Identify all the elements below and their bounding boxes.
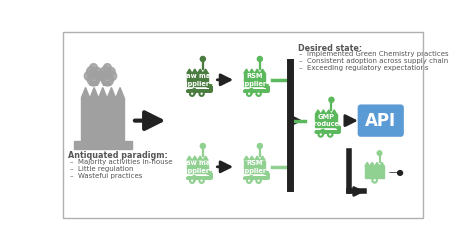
Bar bbox=[187, 73, 208, 86]
Circle shape bbox=[257, 143, 263, 149]
Circle shape bbox=[319, 132, 323, 137]
Text: Antiquated paradigm:: Antiquated paradigm: bbox=[68, 152, 168, 160]
Text: –  Wasteful practices: – Wasteful practices bbox=[70, 173, 142, 179]
Text: –  Implemented Green Chemistry practices: – Implemented Green Chemistry practices bbox=[299, 51, 449, 57]
Circle shape bbox=[190, 92, 194, 96]
Bar bbox=[187, 160, 208, 173]
Text: Raw mat
supplier 1: Raw mat supplier 1 bbox=[179, 73, 216, 87]
Circle shape bbox=[84, 71, 93, 81]
Polygon shape bbox=[244, 156, 265, 160]
Text: –  Little regulation: – Little regulation bbox=[70, 166, 133, 172]
Polygon shape bbox=[187, 69, 208, 73]
Circle shape bbox=[257, 57, 263, 62]
Text: Raw mat
supplier 2: Raw mat supplier 2 bbox=[179, 160, 216, 174]
Bar bbox=[73, 141, 132, 149]
Text: –  Exceeding regulatory expectations: – Exceeding regulatory expectations bbox=[299, 65, 428, 71]
Text: –  Consistent adoption across supply chain: – Consistent adoption across supply chai… bbox=[299, 58, 448, 64]
Circle shape bbox=[190, 179, 194, 183]
Circle shape bbox=[93, 67, 101, 75]
Circle shape bbox=[87, 74, 100, 86]
Text: GMP
producer: GMP producer bbox=[310, 114, 343, 127]
Circle shape bbox=[100, 67, 109, 76]
Circle shape bbox=[93, 71, 103, 81]
Circle shape bbox=[247, 92, 251, 96]
Polygon shape bbox=[187, 156, 208, 160]
Circle shape bbox=[377, 151, 382, 155]
Bar bbox=[365, 166, 384, 178]
Circle shape bbox=[200, 179, 204, 183]
Text: RSM
supplier B: RSM supplier B bbox=[236, 160, 273, 174]
Circle shape bbox=[328, 132, 332, 137]
Circle shape bbox=[108, 71, 117, 81]
Polygon shape bbox=[315, 110, 337, 114]
Circle shape bbox=[101, 74, 114, 86]
Circle shape bbox=[200, 92, 204, 96]
Polygon shape bbox=[244, 69, 265, 73]
Circle shape bbox=[247, 179, 251, 183]
Circle shape bbox=[87, 67, 96, 76]
Text: Desired state:: Desired state: bbox=[298, 44, 362, 53]
Text: API: API bbox=[365, 112, 396, 130]
Circle shape bbox=[256, 92, 261, 96]
Circle shape bbox=[372, 178, 377, 183]
Text: RSM
supplier A: RSM supplier A bbox=[236, 73, 273, 87]
Circle shape bbox=[103, 64, 111, 71]
Circle shape bbox=[90, 64, 97, 71]
Circle shape bbox=[256, 179, 261, 183]
Bar bbox=[315, 114, 337, 127]
Polygon shape bbox=[365, 162, 384, 166]
Bar bbox=[244, 160, 265, 173]
Circle shape bbox=[201, 143, 205, 149]
Text: —●: —● bbox=[389, 168, 405, 177]
Polygon shape bbox=[81, 88, 124, 98]
Circle shape bbox=[201, 57, 205, 62]
Bar bbox=[244, 73, 265, 86]
FancyBboxPatch shape bbox=[358, 104, 404, 137]
Circle shape bbox=[108, 67, 115, 75]
Circle shape bbox=[329, 97, 334, 102]
Text: –  Majority activities in-house: – Majority activities in-house bbox=[70, 159, 172, 165]
Circle shape bbox=[98, 71, 108, 81]
Bar bbox=[81, 98, 124, 143]
